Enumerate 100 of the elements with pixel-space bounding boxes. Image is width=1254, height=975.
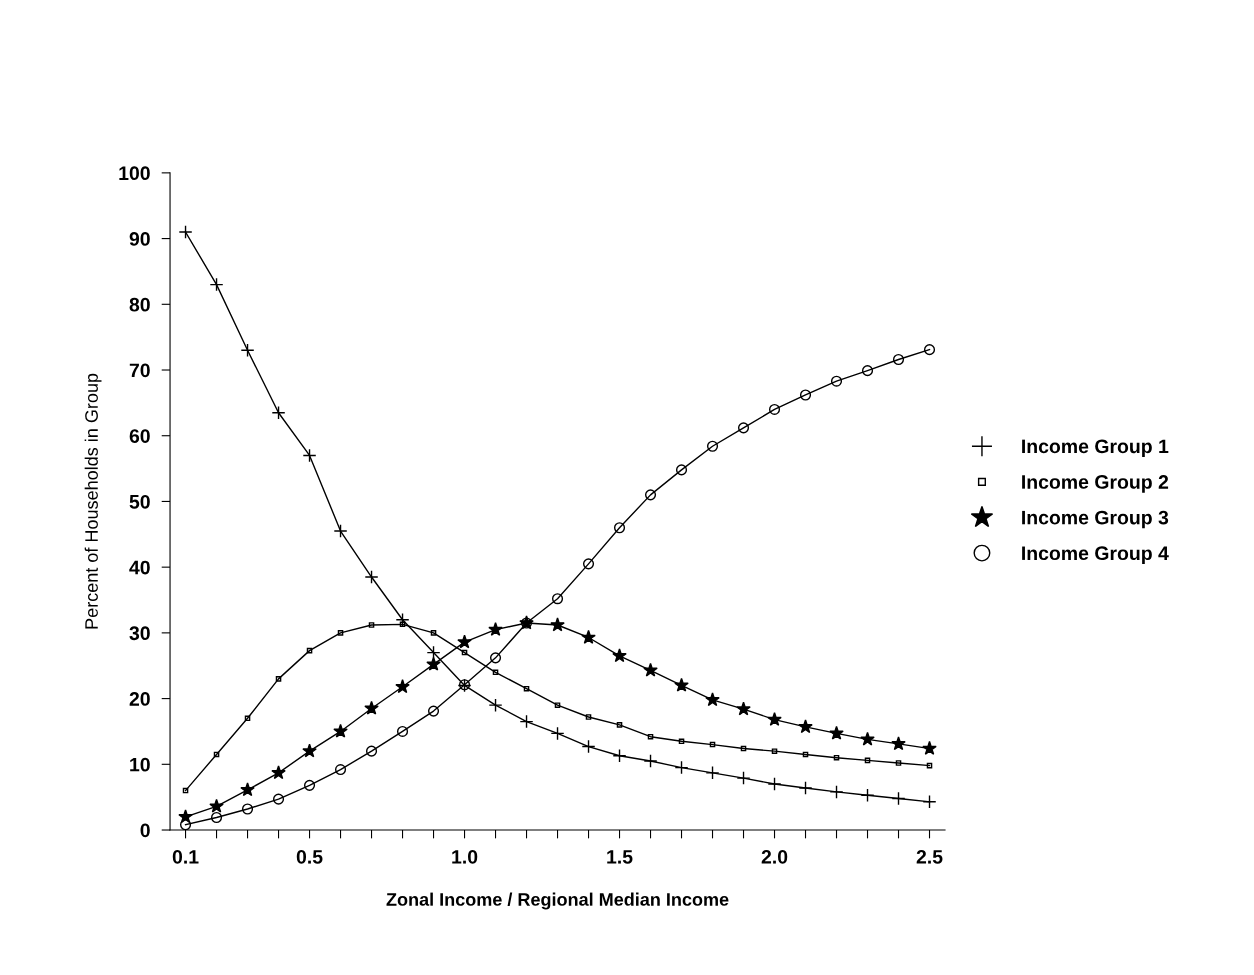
point	[736, 771, 751, 786]
point	[674, 677, 689, 692]
point	[210, 811, 223, 824]
x-tick-label: 2.5	[916, 849, 943, 864]
point	[860, 788, 875, 803]
legend-label: Income Group 3	[1022, 510, 1169, 529]
x-tick-label: 1.0	[452, 849, 478, 864]
point	[705, 692, 720, 707]
point	[767, 711, 782, 726]
y-tick-label: 90	[129, 232, 150, 246]
point	[489, 652, 502, 664]
point	[860, 731, 875, 746]
point	[334, 764, 347, 776]
y-tick-label: 50	[129, 494, 150, 509]
point	[240, 782, 255, 797]
point	[272, 793, 285, 805]
y-tick-label: 60	[129, 429, 150, 443]
point	[519, 714, 534, 729]
point	[613, 522, 626, 534]
point	[612, 648, 627, 663]
point	[616, 722, 623, 728]
point	[364, 570, 379, 584]
point	[271, 405, 286, 420]
point	[675, 464, 688, 476]
point	[581, 739, 596, 754]
y-tick-label: 10	[130, 757, 150, 772]
point	[275, 676, 282, 682]
point	[767, 777, 782, 791]
point	[488, 621, 503, 636]
point	[302, 448, 317, 463]
y-tick-label: 80	[129, 297, 150, 312]
point	[895, 760, 902, 766]
point	[581, 629, 596, 644]
point	[302, 743, 317, 758]
point	[643, 754, 658, 768]
point	[209, 798, 224, 813]
point	[303, 779, 316, 791]
legend-label: Income Group 4	[1022, 546, 1169, 564]
point	[396, 725, 409, 738]
point	[829, 784, 844, 799]
point	[891, 736, 906, 751]
point	[922, 794, 937, 809]
point	[585, 714, 592, 720]
point	[209, 277, 224, 292]
y-axis-title: Percent of Households in Group	[84, 373, 102, 629]
point	[706, 440, 719, 452]
point	[771, 748, 778, 754]
y-tick-label: 40	[129, 560, 150, 575]
point	[333, 524, 348, 538]
point	[395, 679, 410, 694]
point	[395, 612, 410, 627]
x-tick-label: 1.5	[607, 850, 633, 864]
point	[833, 754, 840, 761]
legend-label: Income Group 2	[1022, 475, 1169, 493]
point	[922, 740, 937, 755]
point	[241, 803, 254, 815]
point	[643, 662, 658, 677]
point	[582, 558, 595, 570]
y-tick-label: 100	[119, 166, 150, 181]
point	[705, 765, 720, 780]
point	[768, 403, 781, 415]
y-tick-label: 20	[129, 692, 150, 706]
x-tick-label: 0.5	[296, 849, 323, 864]
point	[179, 819, 192, 831]
point	[550, 617, 565, 632]
point	[364, 700, 379, 715]
y-tick-label: 70	[129, 363, 150, 378]
point	[674, 760, 689, 775]
point	[736, 701, 751, 716]
point	[861, 365, 874, 377]
point	[550, 726, 565, 741]
point	[798, 781, 813, 795]
point	[551, 593, 564, 605]
point	[430, 630, 437, 636]
point	[368, 622, 375, 628]
point	[644, 489, 657, 501]
point	[271, 765, 286, 780]
point	[365, 745, 378, 757]
point	[178, 225, 193, 239]
point	[923, 344, 936, 356]
point	[337, 630, 344, 636]
point	[523, 685, 530, 692]
point	[457, 634, 472, 649]
point	[892, 353, 905, 366]
point	[799, 389, 812, 401]
legend-label: Income Group 1	[1022, 439, 1169, 458]
point	[891, 791, 906, 806]
point	[612, 748, 627, 763]
point	[427, 705, 440, 717]
point	[333, 723, 348, 738]
x-tick-label: 0.1	[172, 849, 199, 864]
point	[554, 702, 561, 708]
y-tick-label: 30	[129, 626, 150, 641]
point	[829, 725, 844, 740]
y-tick-label: 0	[140, 823, 150, 838]
x-tick-label: 2.0	[761, 849, 788, 864]
point	[426, 656, 441, 671]
point	[488, 698, 503, 713]
point	[737, 422, 750, 434]
point	[798, 719, 813, 734]
